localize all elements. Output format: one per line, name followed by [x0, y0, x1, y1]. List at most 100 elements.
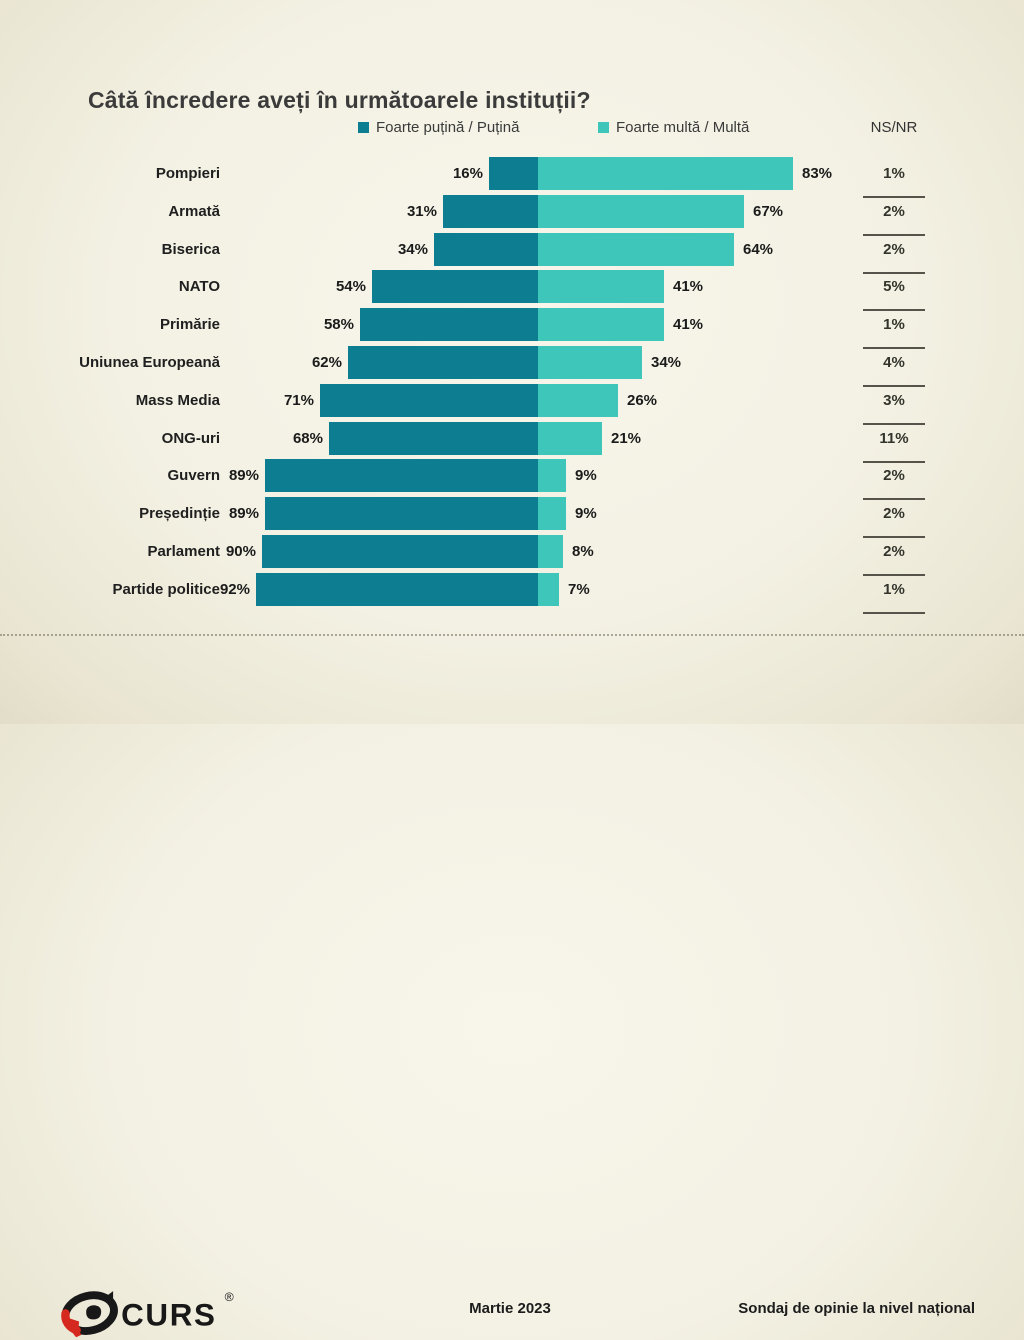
positive-value-label: 34%: [651, 354, 682, 371]
positive-value-label: 67%: [753, 203, 784, 220]
category-label: Armată: [168, 203, 220, 220]
positive-value-label: 64%: [743, 241, 774, 258]
legend-swatch-negative-icon: [358, 122, 369, 133]
nsnr-underline: [863, 196, 925, 198]
positive-bar: [538, 157, 793, 190]
positive-value-label: 41%: [673, 316, 704, 333]
negative-bar: [265, 459, 538, 492]
negative-value-label: 68%: [292, 430, 323, 447]
positive-bar: [538, 384, 618, 417]
negative-value-label: 71%: [283, 392, 314, 409]
legend-label-positive: Foarte multă / Multă: [616, 119, 750, 136]
nsnr-value: 2%: [883, 543, 905, 560]
category-label: NATO: [178, 278, 220, 295]
nsnr-underline: [863, 234, 925, 236]
positive-bar: [538, 270, 664, 303]
nsnr-underline: [863, 272, 925, 274]
nsnr-underline: [863, 347, 925, 349]
nsnr-underline: [863, 461, 925, 463]
category-label: Uniunea Europeană: [79, 354, 220, 371]
negative-bar: [265, 497, 538, 530]
legend-label-negative: Foarte puțină / Puțină: [376, 119, 520, 136]
negative-value-label: 31%: [406, 203, 437, 220]
nsnr-value: 1%: [883, 581, 905, 598]
diverging-bar-chart: Pompieri 16% 83% 1% Armată 31% 67% 2% Biserica 34…: [79, 157, 925, 614]
nsnr-value: 1%: [883, 165, 905, 182]
nsnr-underline: [863, 309, 925, 311]
negative-value-label: 58%: [323, 316, 354, 333]
nsnr-value: 5%: [883, 278, 905, 295]
negative-bar: [329, 422, 538, 455]
footer-date: Martie 2023: [469, 1300, 551, 1317]
negative-bar: [320, 384, 538, 417]
category-label: Parlament: [147, 543, 220, 560]
nsnr-underline: [863, 385, 925, 387]
positive-bar: [538, 308, 664, 341]
positive-value-label: 83%: [802, 165, 833, 182]
negative-value-label: 90%: [225, 543, 256, 560]
positive-value-label: 21%: [611, 430, 642, 447]
category-label: Primărie: [159, 316, 220, 333]
category-label: Președinție: [139, 505, 220, 522]
nsnr-value: 1%: [883, 316, 905, 333]
nsnr-underline: [863, 574, 925, 576]
negative-bar: [434, 233, 538, 266]
negative-value-label: 89%: [228, 467, 259, 484]
category-label: Biserica: [161, 241, 220, 258]
curs-logo-icon: CURS ®: [61, 1290, 234, 1338]
nsnr-value: 2%: [883, 467, 905, 484]
nsnr-column-header: NS/NR: [870, 119, 918, 136]
positive-value-label: 8%: [572, 543, 594, 560]
positive-bar: [538, 195, 744, 228]
nsnr-value: 2%: [883, 505, 905, 522]
positive-value-label: 7%: [568, 581, 590, 598]
positive-value-label: 9%: [575, 467, 597, 484]
nsnr-value: 2%: [883, 241, 905, 258]
nsnr-value: 3%: [883, 392, 905, 409]
negative-value-label: 16%: [452, 165, 483, 182]
category-label: Mass Media: [135, 392, 220, 409]
positive-value-label: 26%: [627, 392, 658, 409]
negative-value-label: 62%: [311, 354, 342, 371]
positive-bar: [538, 233, 734, 266]
positive-bar: [538, 459, 566, 492]
nsnr-underline: [863, 498, 925, 500]
category-label: Pompieri: [155, 165, 220, 182]
nsnr-value: 4%: [883, 354, 905, 371]
negative-bar: [489, 157, 538, 190]
legend-swatch-positive-icon: [598, 122, 609, 133]
negative-value-label: 92%: [219, 581, 250, 598]
negative-bar: [372, 270, 538, 303]
nsnr-underline: [863, 423, 925, 425]
category-label: ONG-uri: [161, 430, 220, 447]
footer-separator: [0, 634, 1024, 636]
positive-value-label: 9%: [575, 505, 597, 522]
category-label: Partide politice: [112, 581, 220, 598]
legend-item-positive: Foarte multă / Multă: [598, 119, 749, 136]
footer: CURS ® Martie 2023 Sondaj de opinie la n…: [0, 636, 1024, 1338]
curs-logo-text: CURS: [121, 1297, 217, 1332]
negative-value-label: 54%: [335, 278, 366, 295]
positive-bar: [538, 573, 559, 606]
negative-bar: [348, 346, 538, 379]
positive-bar: [538, 535, 563, 568]
nsnr-underline: [863, 612, 925, 614]
category-label: Guvern: [167, 467, 220, 484]
legend-item-negative: Foarte puțină / Puțină: [358, 119, 519, 136]
positive-bar: [538, 497, 566, 530]
negative-bar: [256, 573, 538, 606]
nsnr-value: 11%: [879, 430, 909, 447]
negative-bar: [262, 535, 538, 568]
positive-bar: [538, 422, 602, 455]
registered-mark: ®: [225, 1290, 234, 1304]
negative-bar: [360, 308, 538, 341]
nsnr-value: 2%: [883, 203, 905, 220]
positive-bar: [538, 346, 642, 379]
negative-value-label: 89%: [228, 505, 259, 522]
negative-value-label: 34%: [397, 241, 428, 258]
footer-note: Sondaj de opinie la nivel național: [738, 1300, 975, 1317]
page-title: Câtă încredere aveți în următoarele inst…: [88, 87, 591, 114]
positive-value-label: 41%: [673, 278, 704, 295]
negative-bar: [443, 195, 538, 228]
nsnr-underline: [863, 536, 925, 538]
